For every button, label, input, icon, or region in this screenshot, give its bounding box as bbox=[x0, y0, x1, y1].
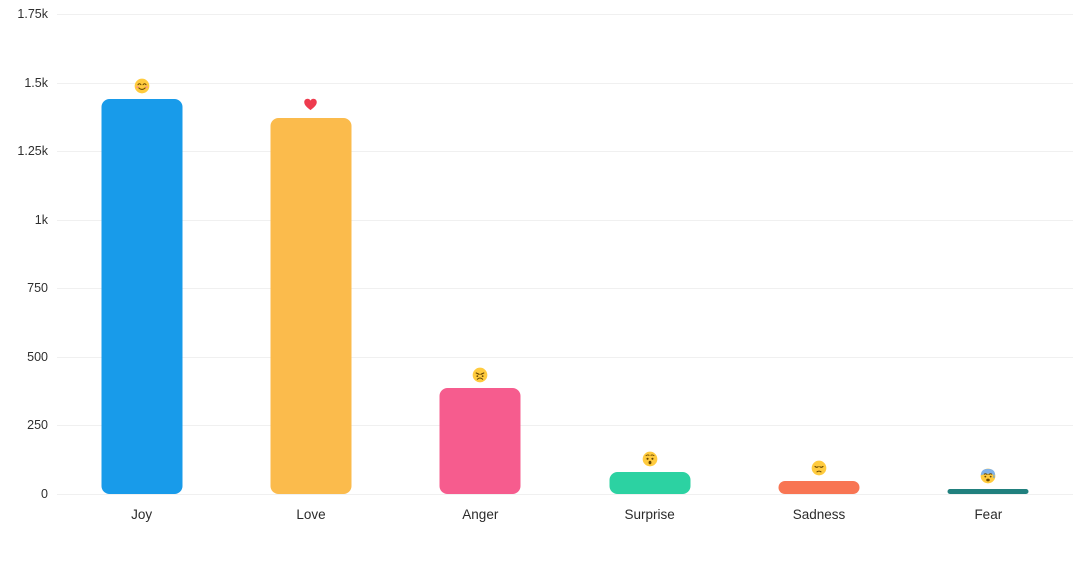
bar-slot-joy bbox=[57, 14, 226, 494]
bar-slot-fear bbox=[904, 14, 1073, 494]
gridline bbox=[57, 356, 1073, 358]
red-heart-emoji-icon bbox=[303, 97, 319, 113]
y-axis-tick-label: 1.75k bbox=[17, 7, 48, 21]
bar-slot-surprise bbox=[565, 14, 734, 494]
gridline bbox=[57, 494, 1073, 495]
y-axis-tick-label: 1k bbox=[34, 212, 48, 227]
bar-surprise[interactable] bbox=[609, 472, 691, 494]
y-axis-tick-label: 750 bbox=[27, 281, 48, 296]
x-axis-label-sadness: Sadness bbox=[792, 507, 846, 522]
y-axis-tick-label: 500 bbox=[27, 349, 48, 364]
x-axis-label-joy: Joy bbox=[131, 507, 153, 522]
bar-slot-love bbox=[226, 14, 395, 494]
gridline bbox=[57, 151, 1073, 153]
x-axis-label-fear: Fear bbox=[974, 507, 1003, 522]
y-axis-tick-label: 1.25k bbox=[17, 144, 48, 159]
gridline bbox=[57, 425, 1073, 427]
anxious-face-sweat-emoji-icon bbox=[980, 468, 996, 484]
gridline bbox=[57, 219, 1073, 221]
bar-slot-sadness bbox=[734, 14, 903, 494]
hushed-face-emoji-icon bbox=[642, 451, 658, 467]
x-axis-label-surprise: Surprise bbox=[624, 507, 675, 522]
bar-fear[interactable] bbox=[947, 489, 1029, 494]
y-axis-tick-label: 0 bbox=[41, 487, 48, 501]
bar-slot-anger bbox=[396, 14, 565, 494]
bar-sadness[interactable] bbox=[778, 481, 860, 494]
y-axis-tick-label: 250 bbox=[27, 418, 48, 433]
gridline bbox=[57, 82, 1073, 84]
pensive-face-emoji-icon bbox=[811, 460, 827, 476]
gridline bbox=[57, 288, 1073, 290]
y-axis-tick-label: 1.5k bbox=[24, 75, 48, 90]
bar-anger[interactable] bbox=[439, 387, 521, 494]
gridline bbox=[57, 14, 1073, 15]
x-axis-label-love: Love bbox=[296, 507, 326, 522]
smiling-face-emoji-icon bbox=[134, 78, 150, 94]
bar-love[interactable] bbox=[270, 118, 352, 494]
angry-face-emoji-icon bbox=[472, 367, 488, 383]
x-axis-label-anger: Anger bbox=[462, 507, 499, 522]
bar-joy[interactable] bbox=[101, 99, 183, 494]
